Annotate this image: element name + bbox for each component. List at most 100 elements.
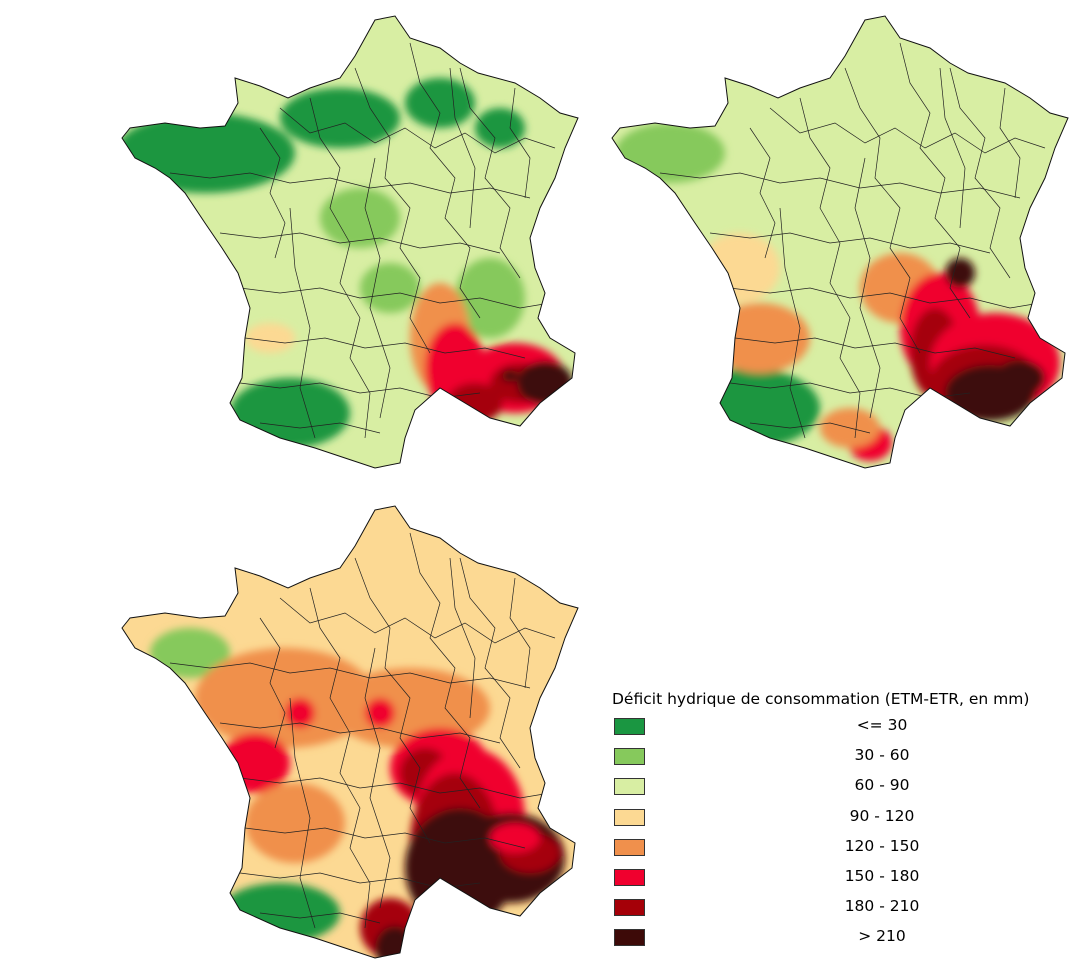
deficit-zone <box>280 88 400 148</box>
department-border <box>779 207 806 439</box>
department-border <box>509 87 531 199</box>
department-border <box>239 777 551 799</box>
department-border <box>409 42 481 319</box>
department-border <box>289 207 316 439</box>
legend-label: 180 - 210 <box>844 897 920 916</box>
department-border <box>459 67 521 279</box>
department-border <box>289 697 316 929</box>
legend: Déficit hydrique de consommation (ETM-ET… <box>612 690 1082 956</box>
department-border <box>749 127 776 259</box>
map-top-right <box>600 8 1080 478</box>
department-border <box>309 587 371 929</box>
department-border <box>244 827 526 849</box>
legend-item: 60 - 90 <box>612 774 1082 804</box>
department-border <box>244 337 526 359</box>
legend-label: 60 - 90 <box>854 776 910 795</box>
department-border <box>659 172 1021 199</box>
legend-swatch <box>614 778 645 796</box>
department-border <box>169 662 531 689</box>
deficit-zone <box>285 698 315 728</box>
department-border <box>354 557 431 844</box>
legend-item: > 210 <box>612 925 1082 955</box>
department-border <box>899 42 971 319</box>
deficit-zone <box>680 368 820 448</box>
department-border <box>459 557 521 769</box>
deficit-zone <box>995 360 1045 396</box>
map-bottom-left <box>110 498 590 968</box>
legend-label: 120 - 150 <box>844 836 920 855</box>
department-border <box>844 67 921 354</box>
legend-title: Déficit hydrique de consommation (ETM-ET… <box>612 690 1030 708</box>
department-border <box>409 532 481 809</box>
department-border <box>449 67 476 229</box>
deficit-zone <box>945 258 975 288</box>
department-border <box>259 422 381 434</box>
deficit-zone <box>245 783 345 863</box>
france-map-svg <box>121 15 579 469</box>
deficit-zone <box>455 258 525 338</box>
department-border <box>949 67 1011 279</box>
deficit-zone <box>122 113 295 193</box>
deficit-zone <box>150 628 230 678</box>
legend-label: 90 - 120 <box>849 806 915 825</box>
deficit-zone <box>230 378 350 448</box>
department-border <box>259 127 286 259</box>
deficit-zone <box>360 263 420 313</box>
department-border <box>769 107 1046 154</box>
legend-item: 120 - 150 <box>612 835 1082 865</box>
department-border <box>259 912 381 924</box>
france-outline <box>121 505 579 959</box>
deficit-zone <box>320 188 400 248</box>
legend-swatch <box>614 868 645 886</box>
department-border <box>449 557 476 719</box>
colour-zones <box>122 506 578 958</box>
department-borders <box>659 42 1046 439</box>
deficit-zone <box>245 323 295 353</box>
department-border <box>709 232 991 254</box>
deficit-zone <box>405 78 475 128</box>
france-map-svg <box>121 505 579 959</box>
department-border <box>509 577 531 689</box>
department-border <box>309 97 371 439</box>
department-border <box>854 157 881 419</box>
legend-label: 30 - 60 <box>854 746 910 765</box>
legend-swatch <box>614 838 645 856</box>
deficit-zone <box>490 823 540 853</box>
department-border <box>749 422 871 434</box>
deficit-zone <box>220 733 290 793</box>
department-border <box>364 157 391 419</box>
department-border <box>364 647 391 909</box>
legend-swatch <box>614 748 645 766</box>
department-border <box>939 67 966 229</box>
deficit-zone <box>710 303 810 373</box>
deficit-zone <box>502 370 518 382</box>
legend-swatch <box>614 929 645 947</box>
legend-swatch <box>614 718 645 735</box>
legend-label: 150 - 180 <box>844 866 920 885</box>
legend-item: 150 - 180 <box>612 865 1082 895</box>
deficit-zone <box>220 883 340 943</box>
department-border <box>169 172 531 199</box>
legend-label: <= 30 <box>856 716 908 734</box>
deficit-zone <box>195 648 375 748</box>
legend-swatch <box>614 899 645 917</box>
department-border <box>259 617 286 749</box>
france-outline <box>611 15 1069 469</box>
deficit-zone <box>365 698 395 728</box>
department-border <box>219 722 501 744</box>
deficit-zone <box>475 108 525 148</box>
deficit-zone <box>517 361 573 405</box>
department-border <box>734 337 1016 359</box>
legend-item: 30 - 60 <box>612 744 1082 774</box>
department-border <box>999 87 1021 199</box>
france-outline <box>121 15 579 469</box>
legend-label: > 210 <box>858 927 906 946</box>
legend-item: 90 - 120 <box>612 805 1082 835</box>
department-border <box>279 107 556 154</box>
legend-item: 180 - 210 <box>612 895 1082 925</box>
deficit-zone <box>447 383 503 423</box>
deficit-zone <box>375 926 415 958</box>
legend-swatch <box>614 808 645 826</box>
department-border <box>729 287 1041 309</box>
france-map-svg <box>611 15 1069 469</box>
